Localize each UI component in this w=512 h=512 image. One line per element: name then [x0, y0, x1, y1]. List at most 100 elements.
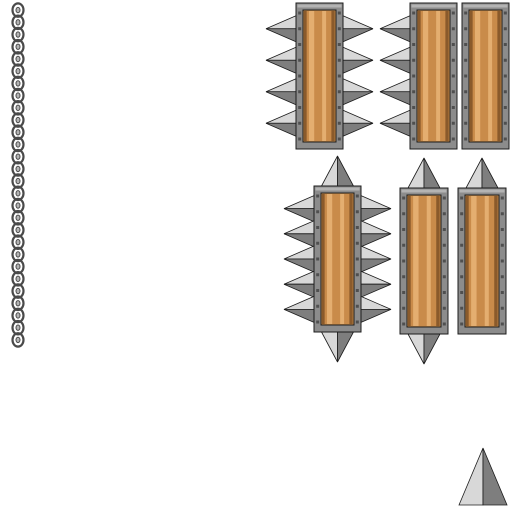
chain-link-hole — [15, 324, 21, 331]
chain-link — [11, 26, 25, 43]
rivet — [316, 320, 320, 324]
chain-link-hole — [15, 92, 21, 99]
rivet — [298, 58, 302, 62]
rivet — [402, 322, 406, 326]
rivet — [460, 228, 464, 231]
chain-link — [11, 51, 25, 67]
rivet — [451, 74, 455, 78]
rivet — [337, 90, 341, 94]
chain-link-hole — [15, 43, 21, 50]
spike-icon — [423, 333, 441, 365]
spike-icon — [265, 28, 297, 43]
rivet — [464, 11, 468, 15]
spike-icon — [465, 157, 483, 189]
chain-link-hole — [15, 116, 21, 124]
wood-grain — [436, 196, 440, 326]
chain-link-hole — [15, 141, 21, 148]
spike-icon — [360, 194, 392, 210]
chain-link — [11, 332, 25, 348]
chain-link-hole — [15, 55, 21, 63]
frame-highlight — [315, 187, 360, 191]
chain-link — [11, 246, 25, 263]
spike-icon — [342, 15, 374, 30]
rivet — [337, 121, 341, 125]
rivet — [402, 306, 406, 310]
chain-link — [11, 2, 25, 18]
rivet — [298, 106, 302, 109]
spike-icon — [379, 46, 411, 61]
spike-icon — [283, 258, 315, 273]
spike-icon — [458, 447, 484, 506]
frame-highlight — [463, 4, 508, 8]
rivet — [464, 27, 468, 31]
chain-link-hole — [15, 275, 21, 283]
rivet — [451, 43, 455, 46]
wood-grain — [331, 11, 335, 141]
spike-icon — [360, 308, 392, 324]
rivet — [298, 43, 302, 46]
rivet — [412, 121, 416, 125]
rivet — [316, 304, 320, 308]
spike-icon — [265, 122, 297, 137]
rivet — [442, 259, 446, 263]
rivet — [355, 226, 359, 229]
spike-icon — [283, 308, 315, 324]
rivet — [451, 27, 455, 31]
rivet — [503, 11, 507, 15]
rivet — [460, 259, 464, 263]
spike-icon — [360, 295, 392, 310]
spike-icon — [320, 155, 338, 187]
spike-icon — [342, 28, 374, 43]
chain-link — [11, 87, 25, 104]
spike-icon — [342, 91, 374, 106]
rivet — [316, 241, 320, 245]
rivet — [316, 194, 320, 198]
rivet — [355, 257, 359, 261]
wood-plank — [302, 9, 337, 143]
spike-icon — [283, 270, 315, 285]
rivet — [355, 210, 359, 214]
wood-grain — [466, 196, 469, 326]
rivet — [460, 306, 464, 310]
chain-link — [11, 222, 25, 238]
rivet — [337, 137, 341, 141]
rivet — [298, 90, 302, 94]
chain-link — [11, 319, 25, 336]
spike-icon — [283, 208, 315, 223]
rivet — [503, 137, 507, 141]
rivet — [412, 58, 416, 62]
spike-icon — [360, 233, 392, 248]
chain-link — [11, 38, 25, 55]
spike-icon — [423, 157, 441, 189]
rivet — [316, 257, 320, 261]
spike-icon — [283, 283, 315, 298]
rivet — [500, 259, 504, 263]
rivet — [355, 241, 359, 245]
wood-grain — [422, 11, 429, 141]
wood-grain — [418, 11, 421, 141]
rivet — [412, 106, 416, 109]
spike-icon — [379, 91, 411, 106]
rivet — [355, 304, 359, 308]
rivet — [316, 289, 320, 292]
chain-link — [11, 258, 25, 275]
wood-grain — [494, 196, 498, 326]
wood-grain — [322, 194, 325, 324]
chain-link — [11, 63, 25, 79]
rivet — [464, 121, 468, 125]
chain-link-hole — [15, 129, 21, 136]
spike-icon — [283, 233, 315, 248]
rivet — [402, 243, 406, 247]
rivet — [500, 322, 504, 326]
rivet — [337, 27, 341, 31]
rivet — [337, 106, 341, 109]
chain-link — [11, 75, 25, 92]
chain-link-hole — [15, 6, 21, 14]
rivet — [316, 210, 320, 214]
rivet — [402, 291, 406, 294]
spike-icon — [342, 78, 374, 93]
chain-link-hole — [15, 238, 21, 246]
wood-grain — [484, 196, 489, 326]
chain-link-hole — [15, 104, 21, 112]
spike-log-top-sprite — [457, 157, 507, 335]
